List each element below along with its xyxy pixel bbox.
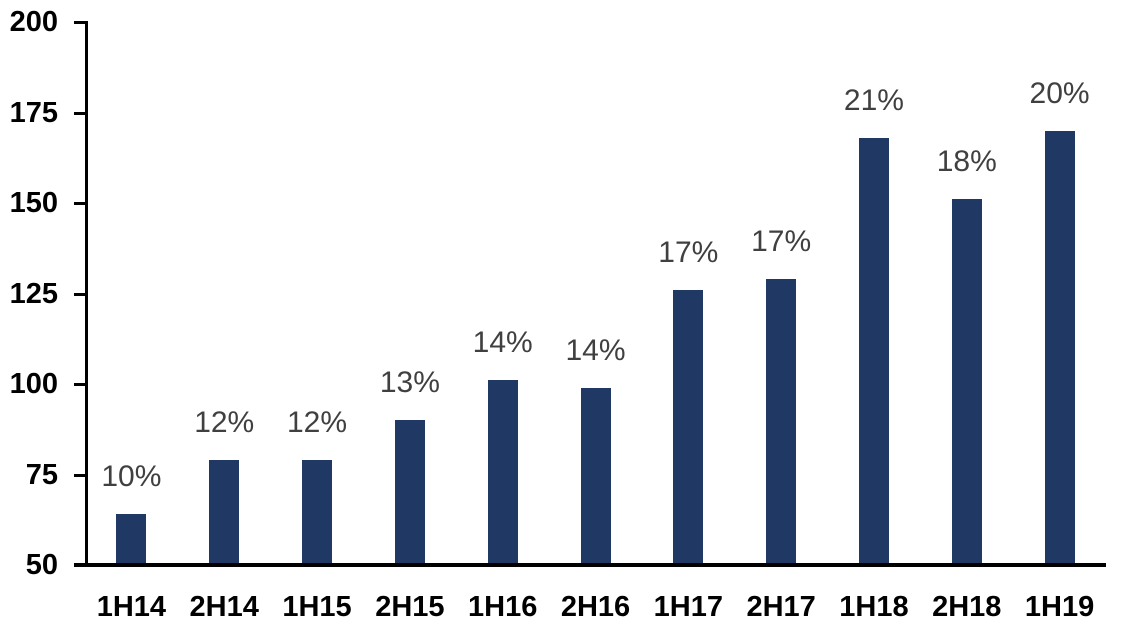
bar-value-label: 14%: [472, 326, 533, 360]
y-tick-label: 200: [9, 6, 58, 38]
bar-value-label: 20%: [1029, 76, 1090, 110]
x-tick-label: 2H16: [560, 591, 631, 623]
bar-value-label: 14%: [565, 333, 626, 367]
x-tick-label: 1H18: [839, 591, 909, 623]
bar-value-label: 21%: [843, 83, 904, 117]
x-tick-label: 1H16: [468, 591, 538, 623]
bar-value-label: 17%: [658, 235, 719, 269]
bar-1h17: [673, 289, 704, 565]
y-tick-label: 100: [9, 368, 58, 400]
x-tick-label: 2H17: [746, 591, 816, 623]
y-tick-label: 150: [9, 187, 58, 219]
bar-value-label: 17%: [751, 225, 812, 259]
y-tick-label: 75: [25, 458, 58, 491]
bar-1h18: [858, 137, 889, 565]
y-tick-mark: [74, 202, 85, 205]
bar-value-label: 12%: [287, 406, 348, 440]
bar-value-label: 10%: [101, 460, 162, 494]
x-tick-label: 2H18: [932, 591, 1002, 623]
bar-1h15: [302, 460, 333, 565]
x-axis-line: [74, 563, 1106, 567]
bar-2h18: [951, 199, 982, 565]
bar-1h19: [1044, 130, 1075, 565]
bar-1h16: [487, 380, 518, 565]
bar-2h16: [580, 387, 611, 565]
bar-2h14: [209, 460, 240, 565]
y-axis-line: [85, 21, 88, 566]
bar-1h14: [116, 514, 147, 565]
x-tick-label: 1H15: [282, 591, 352, 623]
y-tick-mark: [74, 292, 85, 296]
x-tick-label: 2H15: [375, 591, 445, 623]
y-tick-label: 50: [25, 549, 58, 581]
bar-2h17: [766, 279, 797, 565]
bar-2h15: [394, 420, 425, 565]
y-tick-mark: [74, 473, 85, 477]
x-tick-label: 1H17: [653, 591, 723, 623]
y-tick-label: 125: [9, 277, 58, 310]
y-tick-mark: [74, 21, 85, 24]
bar-value-label: 18%: [936, 145, 997, 179]
y-tick-label: 175: [9, 96, 58, 129]
x-tick-label: 1H19: [1024, 591, 1095, 623]
y-tick-mark: [74, 111, 85, 115]
bar-value-label: 13%: [379, 366, 440, 400]
x-tick-label: 1H14: [96, 591, 167, 623]
bar-value-label: 12%: [194, 406, 255, 440]
x-tick-label: 2H14: [189, 591, 259, 623]
y-tick-mark: [74, 383, 85, 386]
